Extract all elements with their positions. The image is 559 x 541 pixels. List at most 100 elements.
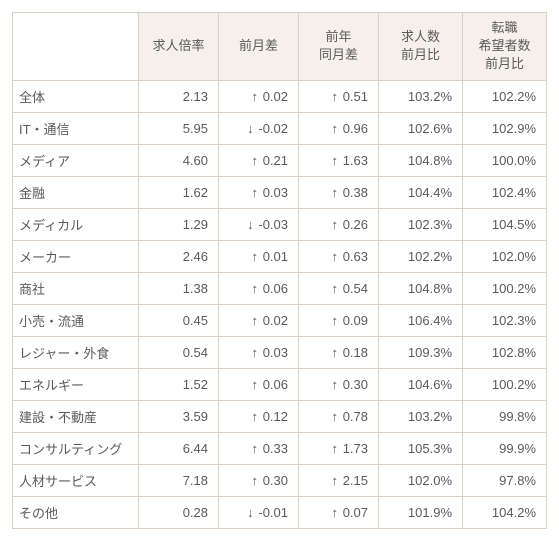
cell-seekers: 100.2% bbox=[463, 272, 547, 304]
cell-mom-value: -0.01 bbox=[258, 505, 288, 520]
cell-seekers: 102.2% bbox=[463, 80, 547, 112]
row-label: その他 bbox=[13, 496, 139, 528]
cell-yoy: ↑0.38 bbox=[299, 176, 379, 208]
arrow-icon: ↑ bbox=[329, 121, 341, 136]
cell-postings: 101.9% bbox=[379, 496, 463, 528]
cell-yoy-value: 0.38 bbox=[343, 185, 368, 200]
table-row: メディカル1.29↓-0.03↑0.26102.3%104.5% bbox=[13, 208, 547, 240]
table-row: 全体2.13↑0.02↑0.51103.2%102.2% bbox=[13, 80, 547, 112]
header-postings-text: 求人数前月比 bbox=[401, 29, 440, 62]
row-label: 小売・流通 bbox=[13, 304, 139, 336]
arrow-icon: ↑ bbox=[249, 185, 261, 200]
cell-mom-value: 0.30 bbox=[263, 473, 288, 488]
cell-yoy-value: 0.09 bbox=[343, 313, 368, 328]
row-label: メディア bbox=[13, 144, 139, 176]
cell-postings: 109.3% bbox=[379, 336, 463, 368]
arrow-icon: ↑ bbox=[249, 153, 261, 168]
cell-postings: 102.3% bbox=[379, 208, 463, 240]
cell-ratio: 0.28 bbox=[139, 496, 219, 528]
cell-mom-value: 0.12 bbox=[263, 409, 288, 424]
row-label: 全体 bbox=[13, 80, 139, 112]
row-label: IT・通信 bbox=[13, 112, 139, 144]
cell-seekers: 104.2% bbox=[463, 496, 547, 528]
row-label: メディカル bbox=[13, 208, 139, 240]
arrow-icon: ↑ bbox=[249, 89, 261, 104]
cell-mom: ↑0.03 bbox=[219, 336, 299, 368]
header-ratio: 求人倍率 bbox=[139, 13, 219, 81]
cell-postings: 104.6% bbox=[379, 368, 463, 400]
cell-ratio: 0.54 bbox=[139, 336, 219, 368]
cell-yoy: ↑0.18 bbox=[299, 336, 379, 368]
cell-mom: ↓-0.02 bbox=[219, 112, 299, 144]
cell-yoy: ↑0.07 bbox=[299, 496, 379, 528]
arrow-icon: ↑ bbox=[249, 409, 261, 424]
cell-postings: 106.4% bbox=[379, 304, 463, 336]
header-seekers-text: 転職希望者数前月比 bbox=[478, 20, 530, 71]
job-ratio-table: 求人倍率 前月差 前年同月差 求人数前月比 転職希望者数前月比 全体2.13↑0… bbox=[12, 12, 547, 529]
arrow-icon: ↑ bbox=[249, 441, 261, 456]
row-label: エネルギー bbox=[13, 368, 139, 400]
cell-yoy: ↑0.54 bbox=[299, 272, 379, 304]
row-label: 商社 bbox=[13, 272, 139, 304]
cell-yoy-value: 1.73 bbox=[343, 441, 368, 456]
arrow-icon: ↑ bbox=[329, 409, 341, 424]
header-yoy: 前年同月差 bbox=[299, 13, 379, 81]
cell-seekers: 99.9% bbox=[463, 432, 547, 464]
row-label: レジャー・外食 bbox=[13, 336, 139, 368]
cell-postings: 102.2% bbox=[379, 240, 463, 272]
cell-yoy: ↑1.73 bbox=[299, 432, 379, 464]
cell-postings: 102.0% bbox=[379, 464, 463, 496]
arrow-icon: ↑ bbox=[329, 249, 341, 264]
cell-mom-value: -0.02 bbox=[258, 121, 288, 136]
cell-yoy: ↑0.78 bbox=[299, 400, 379, 432]
arrow-icon: ↑ bbox=[329, 217, 341, 232]
cell-postings: 104.4% bbox=[379, 176, 463, 208]
cell-seekers: 99.8% bbox=[463, 400, 547, 432]
arrow-icon: ↑ bbox=[329, 473, 341, 488]
header-yoy-text: 前年同月差 bbox=[319, 29, 358, 62]
cell-mom-value: 0.03 bbox=[263, 185, 288, 200]
cell-yoy: ↑0.51 bbox=[299, 80, 379, 112]
cell-mom: ↑0.01 bbox=[219, 240, 299, 272]
cell-mom: ↑0.12 bbox=[219, 400, 299, 432]
cell-mom-value: 0.06 bbox=[263, 377, 288, 392]
cell-yoy-value: 0.51 bbox=[343, 89, 368, 104]
row-label: 建設・不動産 bbox=[13, 400, 139, 432]
arrow-icon: ↓ bbox=[244, 121, 256, 136]
arrow-icon: ↑ bbox=[329, 185, 341, 200]
arrow-icon: ↑ bbox=[329, 281, 341, 296]
cell-mom-value: 0.06 bbox=[263, 281, 288, 296]
cell-yoy-value: 0.54 bbox=[343, 281, 368, 296]
cell-mom: ↑0.30 bbox=[219, 464, 299, 496]
row-label: 人材サービス bbox=[13, 464, 139, 496]
cell-mom: ↑0.06 bbox=[219, 368, 299, 400]
cell-mom: ↑0.03 bbox=[219, 176, 299, 208]
header-mom: 前月差 bbox=[219, 13, 299, 81]
cell-mom: ↓-0.03 bbox=[219, 208, 299, 240]
table-row: 小売・流通0.45↑0.02↑0.09106.4%102.3% bbox=[13, 304, 547, 336]
cell-mom-value: 0.02 bbox=[263, 313, 288, 328]
arrow-icon: ↑ bbox=[329, 153, 341, 168]
arrow-icon: ↑ bbox=[249, 281, 261, 296]
cell-mom: ↑0.06 bbox=[219, 272, 299, 304]
cell-yoy-value: 0.96 bbox=[343, 121, 368, 136]
cell-seekers: 102.0% bbox=[463, 240, 547, 272]
arrow-icon: ↑ bbox=[329, 441, 341, 456]
row-label: 金融 bbox=[13, 176, 139, 208]
cell-ratio: 2.13 bbox=[139, 80, 219, 112]
cell-seekers: 102.3% bbox=[463, 304, 547, 336]
cell-ratio: 1.38 bbox=[139, 272, 219, 304]
arrow-icon: ↑ bbox=[329, 89, 341, 104]
cell-postings: 102.6% bbox=[379, 112, 463, 144]
table-row: IT・通信5.95↓-0.02↑0.96102.6%102.9% bbox=[13, 112, 547, 144]
arrow-icon: ↑ bbox=[329, 377, 341, 392]
arrow-icon: ↑ bbox=[249, 313, 261, 328]
header-postings: 求人数前月比 bbox=[379, 13, 463, 81]
cell-yoy-value: 0.30 bbox=[343, 377, 368, 392]
cell-ratio: 5.95 bbox=[139, 112, 219, 144]
cell-ratio: 1.29 bbox=[139, 208, 219, 240]
cell-mom-value: 0.01 bbox=[263, 249, 288, 264]
cell-yoy: ↑0.96 bbox=[299, 112, 379, 144]
cell-postings: 103.2% bbox=[379, 400, 463, 432]
cell-seekers: 102.9% bbox=[463, 112, 547, 144]
